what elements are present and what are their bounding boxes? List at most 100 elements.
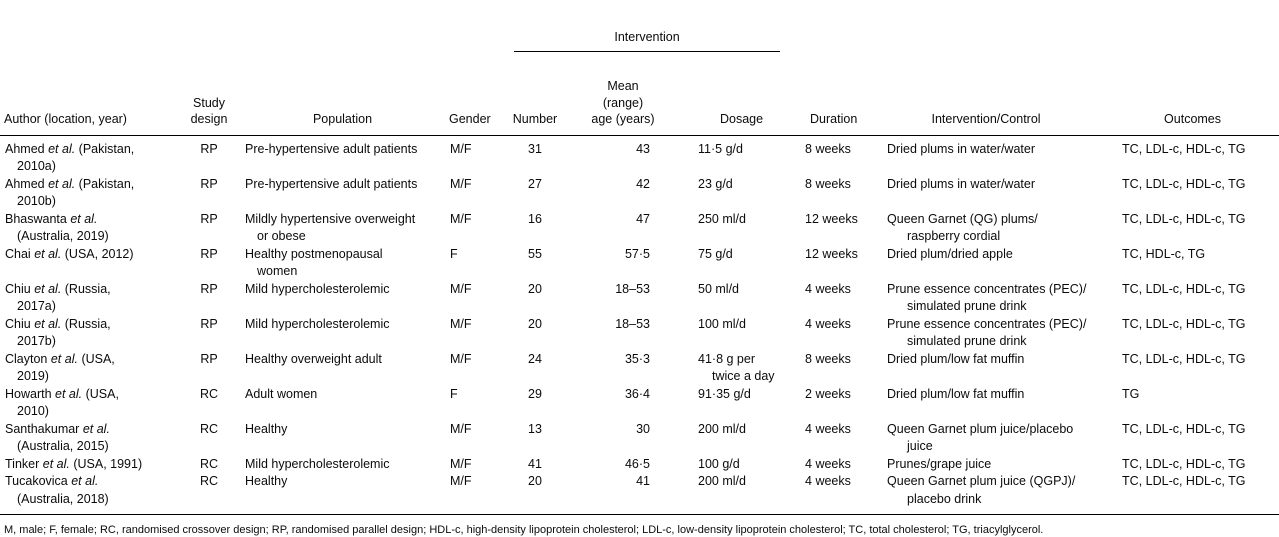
cell-gender: M/F bbox=[450, 474, 472, 488]
cell-line: Santhakumar et al. bbox=[5, 421, 110, 436]
cell-intervention-control: Prunes/grape juice bbox=[866, 456, 1106, 474]
col-header-number: Number bbox=[502, 68, 568, 136]
cell-study-design: RC bbox=[199, 386, 219, 401]
cell-population: Mild hypercholesterolemic bbox=[240, 281, 445, 316]
cell-line: Tinker et al. (USA, 1991) bbox=[5, 456, 143, 471]
cell-line: Dried plums in water/water bbox=[887, 176, 1035, 191]
table-row: Clayton et al. (USA, 2019) RP Healthy overw… bbox=[0, 351, 1279, 386]
table-footnote: M, male; F, female; RC, randomised cross… bbox=[4, 524, 1044, 536]
cell-line: Chai et al. (USA, 2012) bbox=[5, 246, 134, 261]
spanner-row: Intervention bbox=[0, 12, 1279, 68]
cell-study-design: RC bbox=[199, 456, 219, 471]
cell-population: Adult women bbox=[240, 386, 445, 421]
cell-author: Howarth et al. (USA, 2010) bbox=[0, 386, 178, 421]
cell-number: 13 bbox=[528, 421, 542, 436]
cell-line: Mild hypercholesterolemic bbox=[245, 456, 390, 471]
cell-line: (Australia, 2019) bbox=[17, 229, 109, 243]
col-header-age: Mean (range) age (years) bbox=[568, 68, 658, 136]
cell-line: Queen Garnet plum juice/placebo bbox=[887, 421, 1074, 436]
cell-duration: 8 weeks bbox=[805, 351, 851, 366]
spanner-spacer-left bbox=[0, 12, 502, 68]
cell-duration: 12 weeks bbox=[805, 211, 858, 226]
cell-age: 42 bbox=[636, 176, 650, 191]
cell-dosage: 50 ml/d bbox=[658, 281, 780, 316]
cell-author: Chiu et al. (Russia, 2017b) bbox=[0, 316, 178, 351]
cell-population: Mild hypercholesterolemic bbox=[240, 316, 445, 351]
cell-author: Santhakumar et al. (Australia, 2015) bbox=[0, 421, 178, 456]
cell-age: 47 bbox=[636, 211, 650, 226]
cell-number: 41 bbox=[528, 456, 542, 471]
cell-outcomes: TC, LDL-c, HDL-c, TG bbox=[1122, 176, 1246, 191]
cell-line: raspberry cordial bbox=[907, 229, 1001, 243]
cell-study-design: RP bbox=[200, 246, 218, 261]
cell-line: simulated prune drink bbox=[907, 334, 1027, 348]
cell-population: Healthy overweight adult bbox=[240, 351, 445, 386]
cell-duration: 2 weeks bbox=[805, 386, 851, 401]
cell-gender: M/F bbox=[450, 176, 472, 191]
cell-study-design: RP bbox=[200, 211, 218, 226]
cell-study-design: RP bbox=[200, 176, 218, 191]
cell-dosage: 250 ml/d bbox=[658, 211, 780, 246]
col-header-gender: Gender bbox=[445, 68, 502, 136]
cell-population: Pre-hypertensive adult patients bbox=[240, 135, 445, 176]
cell-line: Mild hypercholesterolemic bbox=[245, 316, 390, 331]
col-header-dosage: Dosage bbox=[658, 68, 781, 136]
cell-line: 200 ml/d bbox=[698, 474, 746, 488]
cell-line: Mild hypercholesterolemic bbox=[245, 281, 390, 296]
cell-author: Ahmed et al. (Pakistan, 2010a) bbox=[0, 135, 178, 176]
cell-line: Ahmed et al. (Pakistan, bbox=[5, 176, 135, 191]
cell-line: 23 g/d bbox=[698, 176, 733, 191]
cell-dosage: 200 ml/d bbox=[658, 473, 780, 515]
cell-intervention-control: Queen Garnet plum juice/placebo juice bbox=[866, 421, 1106, 456]
cell-intervention-control: Dried plum/low fat muffin bbox=[866, 351, 1106, 386]
column-header-row: Author (location, year) Study design Pop… bbox=[0, 68, 1279, 136]
col-header-intervention-control: Intervention/Control bbox=[866, 68, 1107, 136]
cell-author: Chiu et al. (Russia, 2017a) bbox=[0, 281, 178, 316]
table-row: Howarth et al. (USA, 2010) RC Adult women F 2… bbox=[0, 386, 1279, 421]
table-header: Intervention Author (location, year) Stu… bbox=[0, 12, 1279, 136]
cell-line: women bbox=[257, 264, 298, 278]
cell-line: simulated prune drink bbox=[907, 299, 1027, 313]
cell-line: twice a day bbox=[712, 369, 775, 383]
cell-gender: F bbox=[450, 246, 458, 261]
cell-age: 57·5 bbox=[624, 246, 650, 261]
cell-duration: 8 weeks bbox=[805, 176, 851, 191]
table-row: Ahmed et al. (Pakistan, 2010a) RP Pre-hyper… bbox=[0, 135, 1279, 176]
cell-age: 18–53 bbox=[615, 281, 650, 296]
cell-duration: 12 weeks bbox=[805, 246, 858, 261]
cell-line: Pre-hypertensive adult patients bbox=[245, 176, 418, 191]
cell-number: 20 bbox=[528, 474, 542, 488]
cell-population: Mild hypercholesterolemic bbox=[240, 456, 445, 474]
cell-line: (Australia, 2018) bbox=[17, 491, 109, 506]
intervention-spanner-label: Intervention bbox=[514, 29, 781, 52]
cell-age: 30 bbox=[636, 421, 650, 436]
cell-study-design: RC bbox=[199, 474, 219, 488]
cell-line: juice bbox=[907, 439, 933, 453]
cell-dosage: 41·8 g per twice a day bbox=[658, 351, 780, 386]
cell-line: Mildly hypertensive overweight bbox=[245, 211, 416, 226]
cell-intervention-control: Dried plums in water/water bbox=[866, 135, 1106, 176]
cell-duration: 4 weeks bbox=[805, 281, 851, 296]
cell-line: Queen Garnet (QG) plums/ bbox=[887, 211, 1038, 226]
cell-outcomes: TG bbox=[1122, 386, 1140, 401]
cell-duration: 4 weeks bbox=[805, 474, 851, 488]
cell-line: 2017b) bbox=[17, 334, 56, 348]
cell-outcomes: TC, LDL-c, HDL-c, TG bbox=[1122, 421, 1246, 436]
cell-gender: M/F bbox=[450, 141, 472, 156]
cell-study-design: RP bbox=[200, 281, 218, 296]
cell-number: 20 bbox=[528, 281, 542, 296]
paper-table-figure: Intervention Author (location, year) Stu… bbox=[0, 12, 1279, 536]
table-row: Tucakovica et al. (Australia, 2018) RC Heal… bbox=[0, 473, 1279, 515]
table-body: Ahmed et al. (Pakistan, 2010a) RP Pre-hyper… bbox=[0, 135, 1279, 515]
cell-line: Clayton et al. (USA, bbox=[5, 351, 115, 366]
cell-line: Dried plums in water/water bbox=[887, 141, 1035, 156]
cell-line: Dried plum/low fat muffin bbox=[887, 351, 1025, 366]
spanner-spacer-right bbox=[780, 12, 1279, 68]
table-row: Chai et al. (USA, 2012) RP Healthy postmen… bbox=[0, 246, 1279, 281]
cell-outcomes: TC, HDL-c, TG bbox=[1122, 246, 1206, 261]
cell-dosage: 100 g/d bbox=[658, 456, 780, 474]
cell-population: Pre-hypertensive adult patients bbox=[240, 176, 445, 211]
cell-study-design: RP bbox=[200, 141, 218, 156]
cell-duration: 4 weeks bbox=[805, 316, 851, 331]
col-header-duration: Duration bbox=[780, 68, 867, 136]
